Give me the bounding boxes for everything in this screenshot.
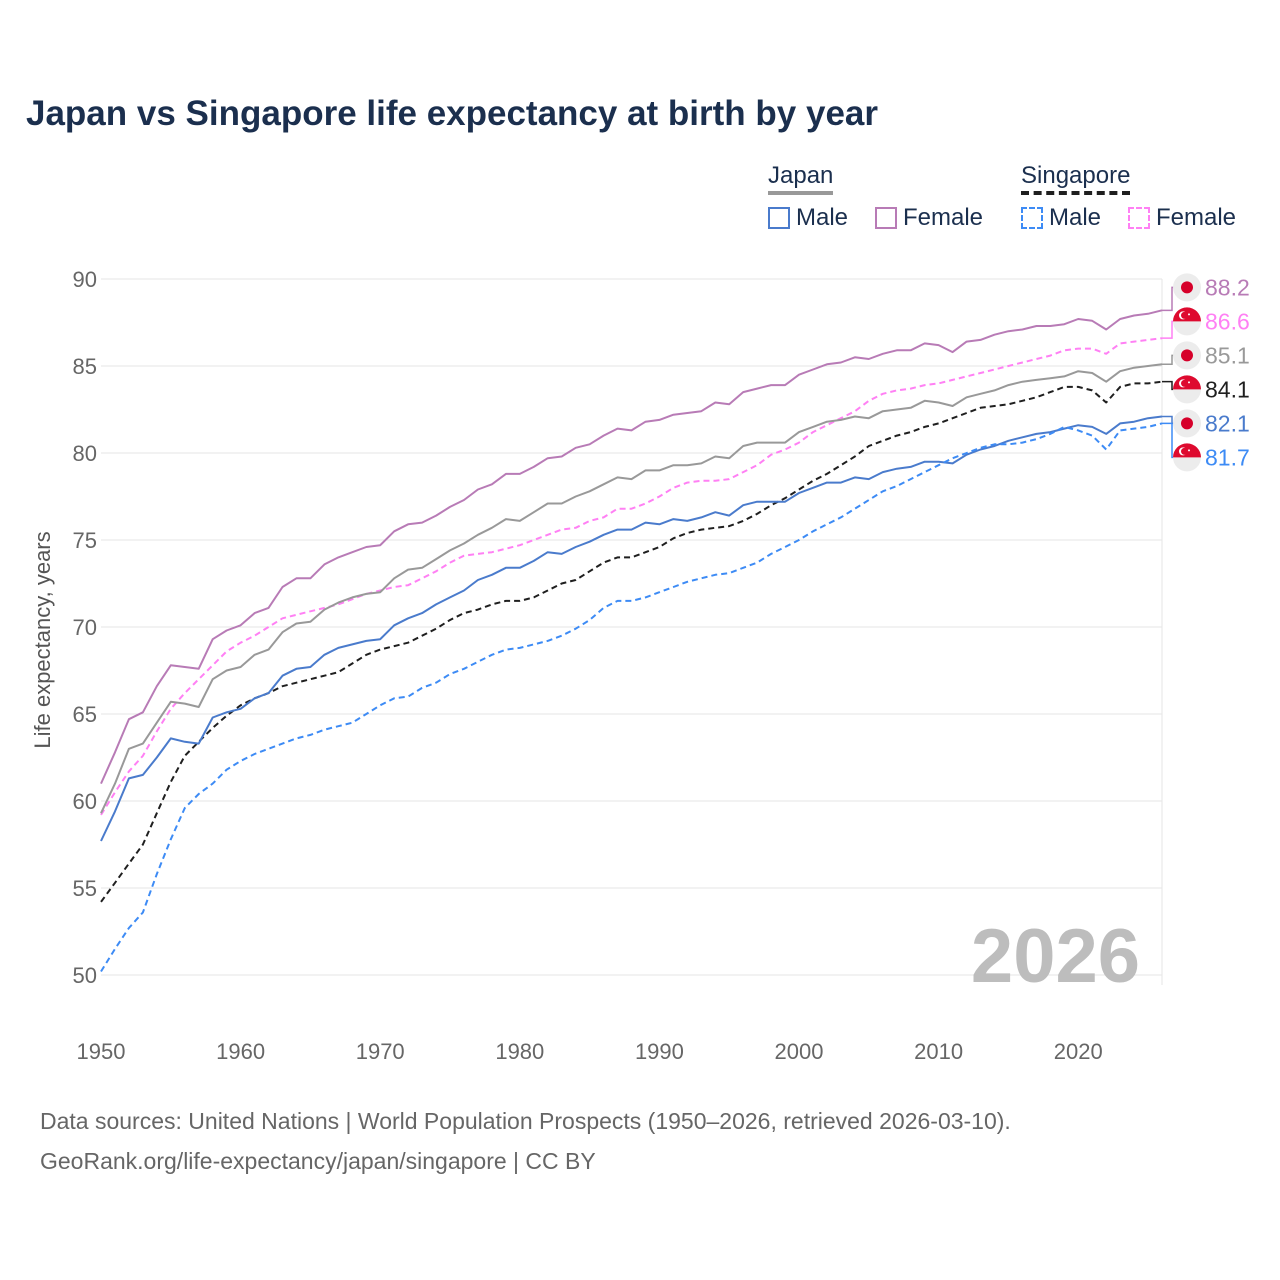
series-lines <box>100 309 1163 973</box>
end-value-label: 86.6 <box>1205 308 1250 334</box>
legend-japan-line <box>768 191 834 195</box>
legend-singapore-label: Singapore <box>1021 162 1131 189</box>
x-tick-label: 1960 <box>216 1039 265 1064</box>
japan-flag-icon <box>1173 341 1201 370</box>
singapore-flag-icon <box>1173 375 1201 404</box>
x-tick-label: 2020 <box>1054 1039 1103 1064</box>
end-value-label: 82.1 <box>1205 410 1250 436</box>
japan-flag-icon <box>1173 273 1201 302</box>
end-value-label: 85.1 <box>1205 342 1250 368</box>
legend-japan: Japan <box>768 162 834 195</box>
label-connector <box>1162 422 1176 459</box>
legend-label: Female <box>903 204 984 231</box>
y-tick-label: 50 <box>73 963 97 988</box>
end-value-label: 81.7 <box>1205 444 1250 470</box>
source-line-1: Data sources: United Nations | World Pop… <box>40 1108 1011 1134</box>
y-tick-label: 55 <box>73 876 97 901</box>
legend-label: Male <box>796 204 849 231</box>
singapore-flag-icon <box>1173 443 1201 472</box>
x-tick-label: 1980 <box>495 1039 544 1064</box>
y-tick-label: 75 <box>73 528 97 553</box>
x-tick-label: 1950 <box>77 1039 126 1064</box>
singapore-flag-icon <box>1173 307 1201 336</box>
series-line-japan <box>100 363 1163 814</box>
series-line-singapore <box>100 380 1163 903</box>
legend-swatch <box>1021 207 1043 229</box>
year-watermark: 2026 <box>971 914 1140 999</box>
x-tick-label: 2010 <box>914 1039 963 1064</box>
legend-singapore-male: Male <box>1021 204 1101 232</box>
end-value-label: 88.2 <box>1205 274 1250 300</box>
y-axis-label: Life expectancy, years <box>30 531 55 748</box>
y-tick-label: 80 <box>73 441 97 466</box>
x-tick-label: 1970 <box>356 1039 405 1064</box>
x-tick-label: 2000 <box>775 1039 824 1064</box>
y-tick-label: 70 <box>73 615 97 640</box>
end-value-label: 84.1 <box>1205 376 1250 402</box>
legend-swatch <box>768 207 790 229</box>
legend-label: Male <box>1049 204 1102 231</box>
chart-title: Japan vs Singapore life expectancy at bi… <box>26 94 878 133</box>
y-tick-label: 90 <box>73 267 97 292</box>
source-line-2: GeoRank.org/life-expectancy/japan/singap… <box>40 1148 596 1174</box>
legend-japan-female: Female <box>875 204 983 232</box>
gridlines: 50 55 60 65 70 75 80 85 90 1950 1960 1970 1980 1990 20… <box>73 267 1163 1064</box>
x-tick-label: 1990 <box>635 1039 684 1064</box>
legend-singapore: Singapore <box>1021 162 1131 195</box>
series-line-japan-male <box>100 415 1163 842</box>
japan-flag-icon <box>1173 409 1201 438</box>
legend-singapore-female: Female <box>1128 204 1236 232</box>
end-labels: 88.2 86.6 85.1 84.1 82.1 81.7 <box>1162 273 1250 472</box>
legend-singapore-line <box>1021 191 1131 195</box>
series-line-singapore-female <box>100 337 1163 816</box>
y-tick-label: 65 <box>73 702 97 727</box>
legend-swatch <box>875 207 897 229</box>
series-line-japan-female <box>100 309 1163 785</box>
legend-swatch <box>1128 207 1150 229</box>
y-tick-label: 60 <box>73 789 97 814</box>
legend-label: Female <box>1156 204 1237 231</box>
legend-japan-male: Male <box>768 204 848 232</box>
series-line-singapore-male <box>100 422 1163 973</box>
y-tick-label: 85 <box>73 354 97 379</box>
legend-japan-label: Japan <box>768 162 834 189</box>
